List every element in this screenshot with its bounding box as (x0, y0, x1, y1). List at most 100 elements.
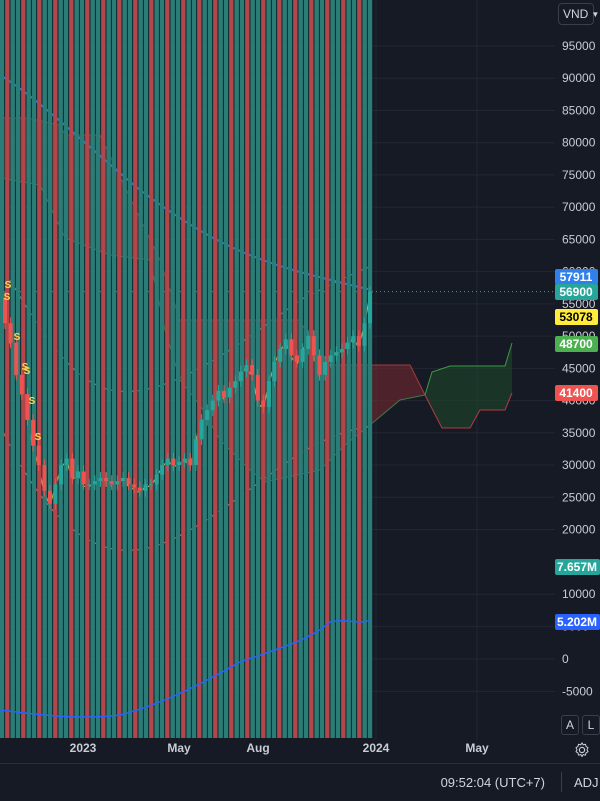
time-tick-label: May (167, 741, 191, 755)
candle (132, 484, 137, 488)
volume-bar (170, 0, 175, 738)
volume-bar (37, 0, 42, 738)
volume-bar (282, 0, 287, 738)
volume-axis: 1000050000-5000 (562, 587, 596, 698)
signal-marker: S (4, 292, 11, 303)
volume-label: 5.202M (557, 615, 597, 629)
volume-tick-label: -5000 (562, 684, 593, 698)
volume-bar (149, 0, 154, 738)
signal-marker: S (5, 280, 12, 291)
price-tick-label: 90000 (562, 71, 596, 85)
volume-bar (319, 0, 325, 738)
candle (362, 323, 367, 346)
volume-bar (218, 0, 223, 738)
volume-bar (154, 0, 159, 738)
volume-bar (330, 0, 335, 738)
candle (47, 490, 52, 504)
volume-bar (175, 0, 181, 738)
volume-bar (298, 0, 303, 738)
gear-icon[interactable] (573, 741, 591, 759)
volume-label-badge (555, 559, 600, 575)
volume-bar (95, 0, 101, 738)
candle (8, 323, 13, 343)
candle (311, 336, 316, 356)
volume-bar (341, 0, 346, 738)
volume-bar (351, 0, 357, 738)
divider (561, 772, 562, 792)
volume-bar (74, 0, 79, 738)
volume-label-badge (555, 614, 600, 630)
price-label: 57911 (560, 270, 593, 284)
candle (53, 484, 58, 504)
log-scale-button[interactable]: L (582, 715, 600, 735)
candle (64, 458, 69, 466)
price-label-badge (555, 284, 598, 300)
candle (182, 458, 187, 462)
candle (238, 371, 243, 382)
volume-bar (314, 0, 319, 738)
auto-scale-button[interactable]: A (561, 715, 579, 735)
volume-bar (79, 0, 85, 738)
candles (3, 285, 372, 510)
volume-bar (10, 0, 15, 738)
volume-bar (165, 0, 170, 738)
signal-marker: S (29, 396, 36, 407)
volume-bar (325, 0, 330, 738)
volume-bar (207, 0, 213, 738)
candle (120, 477, 125, 482)
candle (193, 439, 198, 466)
candle (227, 387, 232, 398)
candle (126, 477, 131, 485)
volume-tick-label: 10000 (562, 587, 596, 601)
volume-bar (346, 0, 351, 738)
candle (143, 484, 148, 491)
candle (199, 419, 204, 440)
candle (216, 390, 221, 401)
volume-bar (21, 0, 26, 738)
adjustment-toggle[interactable]: ADJ (574, 775, 599, 790)
candle (345, 342, 350, 349)
price-tick-label: 75000 (562, 168, 596, 182)
price-label-badge (555, 385, 598, 401)
volume-bar (69, 0, 74, 738)
candle (295, 355, 299, 362)
clock: 09:52:04 (UTC+7) (440, 775, 545, 790)
price-label-badge (555, 336, 598, 352)
volume-bar (197, 0, 202, 738)
volume-moving-average (0, 619, 371, 718)
senkou-span-b (424, 392, 513, 429)
candle (351, 336, 356, 343)
time-tick-label: 2023 (70, 741, 97, 755)
candle (87, 484, 92, 486)
volume-bar (106, 0, 111, 738)
volume-bar (191, 0, 197, 738)
candle (328, 355, 333, 362)
volume-bar (213, 0, 218, 738)
candle (3, 297, 7, 324)
volume-bar (309, 0, 314, 738)
candle (334, 352, 339, 356)
price-tick-label: 35000 (562, 426, 596, 440)
candle (25, 394, 30, 420)
volume-bar (277, 0, 282, 738)
volume-bar (85, 0, 90, 738)
candle (19, 374, 24, 395)
volume-bar (181, 0, 186, 738)
candle (42, 465, 47, 491)
candle (188, 458, 193, 466)
volume-bar (42, 0, 47, 738)
volume-bar (287, 0, 293, 738)
volume-bar (26, 0, 31, 738)
price-tick-label: 65000 (562, 232, 596, 246)
candle (31, 419, 36, 446)
candle (137, 487, 142, 491)
candle (323, 361, 328, 375)
time-tick-label: 2024 (363, 741, 390, 755)
volume-bar (117, 0, 122, 738)
volume-bar (335, 0, 341, 738)
volume-bar (53, 0, 58, 738)
currency-selector[interactable]: VND ▼ (558, 3, 599, 25)
volume-bar (293, 0, 298, 738)
